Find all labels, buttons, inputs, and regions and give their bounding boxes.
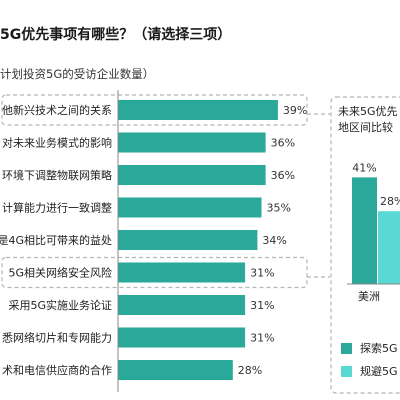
right-panel-title-line-2: 地区间比较 — [338, 121, 393, 134]
right-panel-frame — [330, 96, 400, 394]
region-label: 美洲 — [358, 290, 380, 303]
category-label: 对未来业务模式的影响 — [2, 136, 112, 150]
highlight-box — [1, 94, 308, 126]
legend-swatch-explore — [341, 342, 352, 354]
value-label: 35% — [267, 202, 291, 215]
category-label: 是4G相比可带来的益处 — [0, 233, 112, 247]
legend-explore: 探索5G — [341, 340, 398, 356]
value-label: 31% — [250, 267, 274, 280]
bar — [118, 327, 246, 348]
value-label: 39% — [283, 104, 307, 117]
category-label: 采用5G实施业务论证 — [8, 298, 112, 312]
legend-avoid: 规避5G — [341, 363, 398, 379]
right-panel-title: 未来5G优先 地区间比较 — [338, 104, 398, 136]
bar — [118, 197, 262, 218]
right-panel-title-line-1: 未来5G优先 — [338, 105, 398, 118]
bar — [118, 132, 266, 153]
bar — [118, 230, 258, 250]
legend-swatch-avoid — [341, 365, 352, 377]
chart-title: 5G优先事项有哪些？（请选择三项） — [0, 27, 232, 43]
value-label: 36% — [271, 169, 295, 182]
bar — [118, 262, 246, 283]
highlight-box — [1, 256, 308, 289]
region-value-label: 41% — [352, 161, 376, 174]
category-label: 术和电信供应商的合作 — [2, 363, 112, 377]
value-label: 36% — [271, 137, 295, 150]
region-value-label: 28% — [380, 195, 400, 208]
value-label: 31% — [250, 332, 274, 345]
value-label: 28% — [238, 364, 262, 377]
category-label: 5G相关网络安全风险 — [8, 266, 112, 280]
region-bar — [352, 177, 377, 284]
category-label: 他新兴技术之间的关系 — [2, 103, 112, 117]
bar — [118, 360, 233, 380]
value-label: 34% — [262, 234, 286, 247]
region-bar — [378, 211, 400, 284]
value-label: 31% — [250, 299, 274, 312]
legend-label-avoid: 规避5G — [360, 365, 398, 378]
category-label: 环境下调整物联网策略 — [2, 168, 112, 182]
category-label: 悉网络切片和专网能力 — [2, 331, 112, 345]
chart-subtitle: 计划投资5G的受访企业数量） — [0, 67, 155, 81]
bar — [118, 165, 266, 185]
bar — [118, 295, 246, 315]
legend-label-explore: 探索5G — [360, 342, 398, 355]
category-label: 计算能力进行一致调整 — [2, 201, 112, 215]
bar — [118, 100, 278, 120]
